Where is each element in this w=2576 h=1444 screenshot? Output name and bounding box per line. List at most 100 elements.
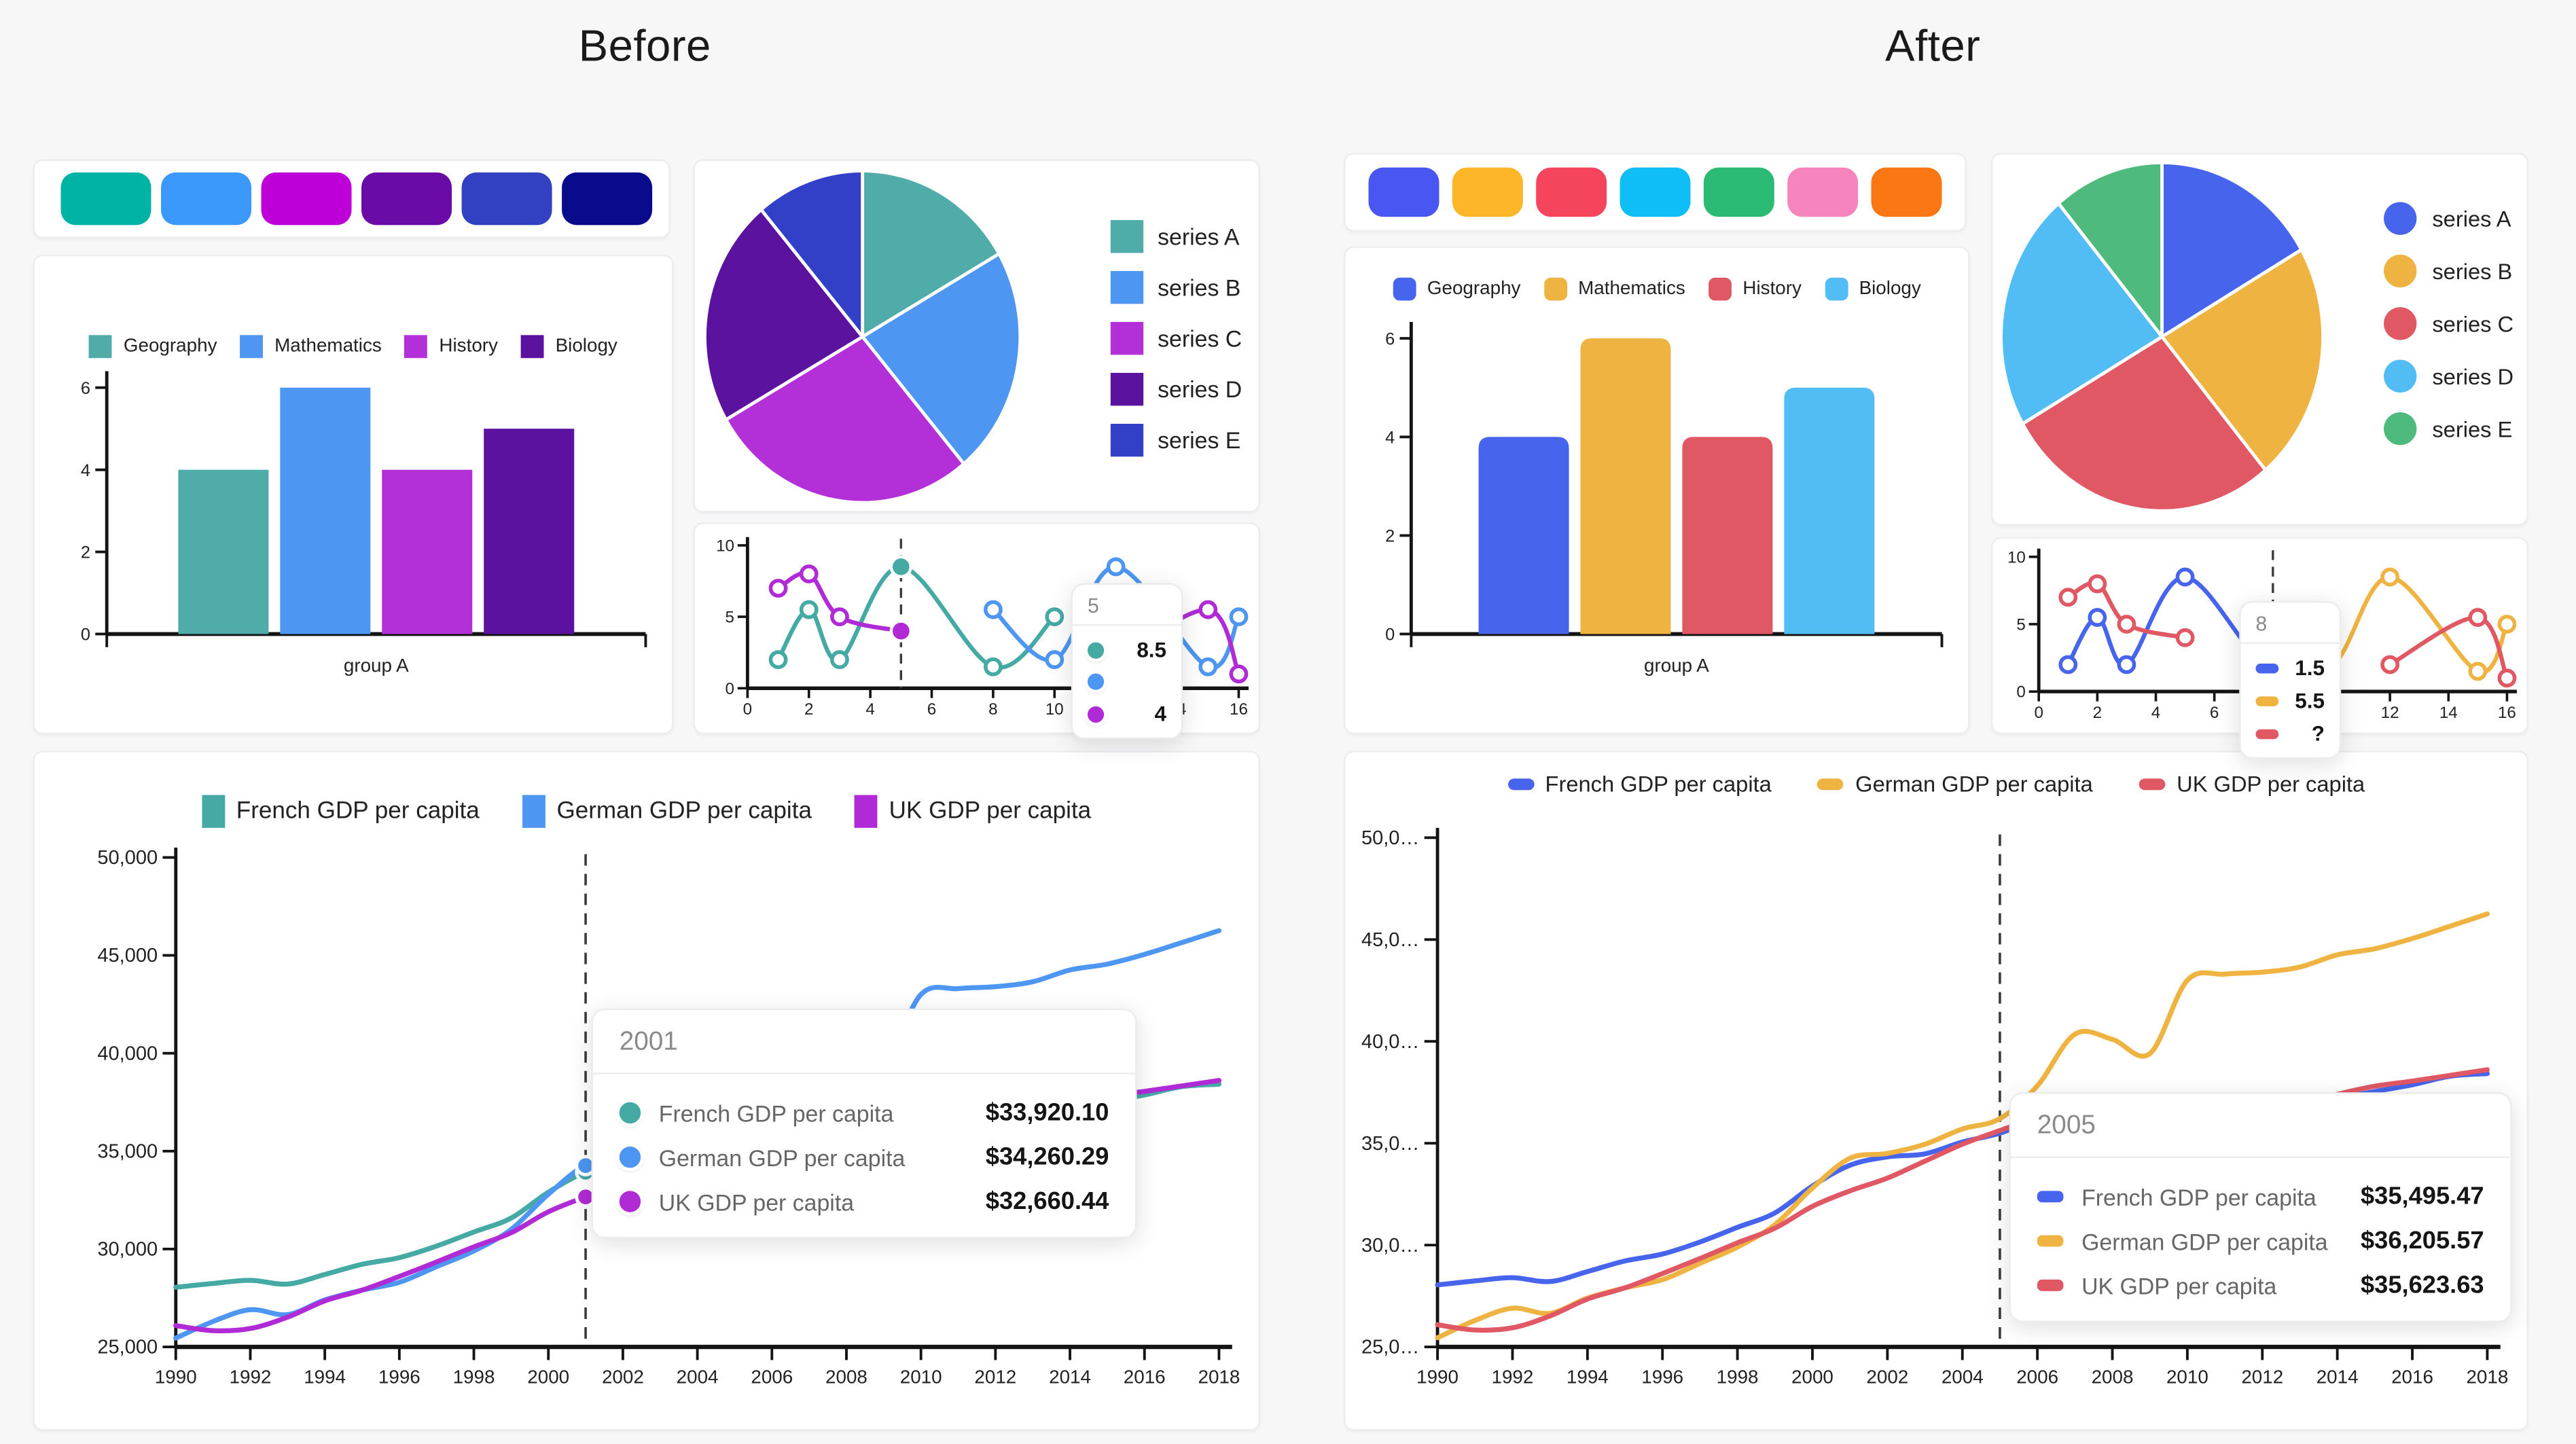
legend-item-german-gdp-per-capita[interactable]: German GDP per capita <box>1817 772 2093 797</box>
data-point[interactable] <box>2175 628 2195 647</box>
legend-item-french-gdp-per-capita[interactable]: French GDP per capita <box>202 795 480 828</box>
bar-history[interactable] <box>382 469 473 634</box>
bar-geography[interactable] <box>1478 437 1569 634</box>
bar-biology[interactable] <box>484 429 575 634</box>
x-tick-label: 2002 <box>1866 1366 1908 1387</box>
pie-slice-series-A[interactable] <box>2160 161 2304 339</box>
y-tick-label: 0 <box>2016 683 2025 702</box>
bar-mathematics[interactable] <box>1580 338 1671 634</box>
legend-item-series-d[interactable]: series D <box>2384 359 2514 393</box>
data-point[interactable] <box>1229 664 1249 684</box>
pie-slice-series-D[interactable] <box>703 208 865 422</box>
pie-slice-series-B[interactable] <box>861 252 1022 466</box>
legend-item-series-a[interactable]: series A <box>2384 202 2514 235</box>
legend-swatch-icon <box>404 335 428 359</box>
data-point[interactable] <box>2497 668 2517 688</box>
data-point-active[interactable] <box>889 555 913 579</box>
data-point[interactable] <box>2468 662 2488 681</box>
legend-item-history[interactable]: History <box>404 335 498 359</box>
bar-mathematics[interactable] <box>280 387 371 634</box>
data-point[interactable] <box>2117 615 2136 634</box>
bar-geography[interactable] <box>178 469 269 634</box>
tooltip-row: ? <box>2255 721 2325 746</box>
data-point[interactable] <box>2088 574 2107 594</box>
data-point[interactable] <box>2497 615 2517 634</box>
data-point[interactable] <box>1198 657 1218 676</box>
before-bar-chart-card: Geography Mathematics History Biology 0 2 4 6 gr… <box>33 254 674 735</box>
data-point[interactable] <box>2380 655 2400 674</box>
data-point[interactable] <box>2058 655 2078 674</box>
legend-item-geography[interactable]: Geography <box>1393 277 1520 301</box>
legend-item-geography[interactable]: Geography <box>89 335 217 359</box>
series-dot-icon <box>1087 673 1105 690</box>
data-point[interactable] <box>2117 655 2136 674</box>
data-point[interactable] <box>2175 567 2195 587</box>
data-point[interactable] <box>983 600 1003 619</box>
data-point[interactable] <box>830 607 849 627</box>
data-point[interactable] <box>830 650 849 670</box>
y-tick-label: 25,000 <box>97 1337 158 1358</box>
data-point[interactable] <box>2468 608 2488 627</box>
line-series-2[interactable] <box>776 571 904 634</box>
legend-item-series-d[interactable]: series D <box>1109 372 1242 406</box>
data-point[interactable] <box>2380 567 2400 587</box>
pie-slice-series-E[interactable] <box>2056 161 2164 339</box>
data-point[interactable] <box>768 579 788 598</box>
tooltip-row: German GDP per capita $36,205.57 <box>2037 1227 2484 1255</box>
data-point[interactable] <box>799 600 819 619</box>
data-point[interactable] <box>2058 588 2078 607</box>
data-point[interactable] <box>1106 557 1126 577</box>
line-series-0[interactable] <box>776 564 1057 670</box>
data-point[interactable] <box>2088 608 2107 627</box>
x-tick-label: 4 <box>865 700 874 719</box>
legend-item-uk-gdp-per-capita[interactable]: UK GDP per capita <box>2139 772 2365 797</box>
pie-chart-plot <box>703 169 1022 505</box>
bar-history[interactable] <box>1682 437 1773 634</box>
data-point-active[interactable] <box>889 619 913 643</box>
bar-biology[interactable] <box>1784 387 1875 634</box>
tooltip-row: French GDP per capita $33,920.10 <box>619 1099 1109 1127</box>
data-point[interactable] <box>1198 600 1218 619</box>
legend-item-series-e[interactable]: series E <box>2384 412 2514 446</box>
legend-label: UK GDP per capita <box>2177 772 2365 797</box>
legend-item-biology[interactable]: Biology <box>520 335 618 359</box>
legend-item-mathematics[interactable]: Mathematics <box>240 335 382 359</box>
legend-item-uk-gdp-per-capita[interactable]: UK GDP per capita <box>854 795 1091 828</box>
pie-slice-series-A[interactable] <box>861 169 1001 339</box>
line-series-2[interactable] <box>2066 581 2187 640</box>
pie-chart-plot <box>1999 161 2325 513</box>
data-point[interactable] <box>1229 607 1249 627</box>
pie-slice-series-D[interactable] <box>1999 201 2164 426</box>
legend-item-french-gdp-per-capita[interactable]: French GDP per capita <box>1507 772 1772 797</box>
data-point[interactable] <box>799 564 819 583</box>
legend-item-german-gdp-per-capita[interactable]: German GDP per capita <box>522 795 812 828</box>
legend-swatch-icon <box>1393 277 1416 301</box>
legend-item-series-b[interactable]: series B <box>2384 254 2514 288</box>
legend-item-series-e[interactable]: series E <box>1109 423 1242 457</box>
pie-slice-series-C[interactable] <box>724 335 966 505</box>
data-point[interactable] <box>1045 607 1065 627</box>
legend-item-history[interactable]: History <box>1708 277 1802 301</box>
x-tick-label: 2000 <box>1791 1366 1833 1387</box>
legend-item-series-a[interactable]: series A <box>1109 220 1242 253</box>
legend-item-biology[interactable]: Biology <box>1824 277 1921 301</box>
legend-item-series-c[interactable]: series C <box>2384 307 2514 340</box>
data-point[interactable] <box>768 650 788 670</box>
tooltip-row <box>1087 670 1166 693</box>
data-point[interactable] <box>1045 650 1065 670</box>
legend-item-series-c[interactable]: series C <box>1109 322 1242 355</box>
pie-slice-series-B[interactable] <box>2160 248 2325 472</box>
palette-swatch <box>361 172 452 225</box>
pie-slice-series-E[interactable] <box>759 169 865 339</box>
data-point[interactable] <box>983 657 1003 676</box>
legend-label: German GDP per capita <box>1855 772 2093 797</box>
y-tick-label: 10 <box>716 537 734 555</box>
x-tick-label: 2000 <box>527 1366 569 1387</box>
after-line-chart-card: 0510024681012141681.55.5? <box>1991 537 2528 759</box>
legend-item-series-b[interactable]: series B <box>1109 271 1242 304</box>
pie-slice-series-C[interactable] <box>2020 335 2268 513</box>
x-tick-label: 1992 <box>1492 1366 1534 1387</box>
x-tick-label: 2004 <box>1942 1366 1984 1387</box>
legend-item-mathematics[interactable]: Mathematics <box>1543 277 1685 301</box>
x-tick-label: 12 <box>2381 704 2399 722</box>
